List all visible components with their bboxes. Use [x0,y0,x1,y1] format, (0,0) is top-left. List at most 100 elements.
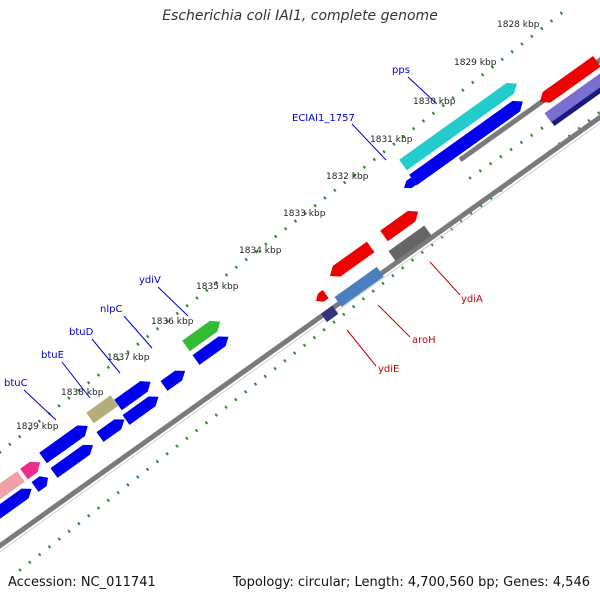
gene-arrow [182,320,221,352]
kbp-label: 1834 kbp [239,246,282,256]
gene-label-top: btuD [69,327,94,338]
tick-mark-lower [283,359,287,363]
tick-mark-upper [77,388,81,393]
tick-mark-lower [322,328,326,332]
gene-label-leader [429,261,461,296]
tick-mark-lower [224,405,228,410]
tick-mark-upper [362,165,367,169]
tick-mark-upper [37,419,42,424]
gene-label-leader [123,315,153,349]
tick-mark-lower [214,413,218,417]
gene-arrow [96,419,125,442]
gene-label-leader [61,361,91,399]
tick-mark-upper [205,288,209,293]
tick-mark-upper [234,265,239,270]
tick-mark-upper [146,334,150,339]
tick-mark-upper [116,357,120,362]
tick-mark-lower [86,513,91,518]
tick-mark-upper [195,296,199,300]
tick-mark-lower [106,498,111,503]
tick-marks [0,11,600,572]
gene-label-bottom: ydiE [378,364,399,375]
tick-mark-upper [421,119,426,123]
kbp-label: 1839 kbp [16,422,59,432]
tick-mark-upper [402,134,406,139]
tick-mark-upper [283,226,288,231]
tick-mark-upper [214,280,219,285]
tick-mark-upper [274,234,278,239]
gene-arrow [544,73,600,123]
tick-mark-upper [549,19,554,23]
gene-label-top: ECIAI1_1757 [292,113,355,124]
gene-arrow [122,396,159,425]
tick-mark-right [488,161,493,166]
gene-arrow [160,370,186,391]
gene-arrow [192,336,229,365]
tick-mark-lower [351,304,356,309]
genome-stats-text: Topology: circular; Length: 4,700,560 bp… [232,575,590,590]
tick-mark-lower [67,529,71,534]
gene-label-leader [377,304,411,338]
tick-mark-lower [145,467,150,472]
tick-mark-lower [400,266,405,270]
gene-label-leader [91,338,121,374]
tick-mark-right [529,133,534,138]
tick-mark-lower [37,552,42,557]
gene-arrow [0,471,25,500]
tick-mark-lower [302,343,307,348]
tick-mark-lower [587,118,591,123]
tick-mark-upper [57,404,61,408]
tick-mark-lower [18,568,22,572]
tick-mark-upper [530,34,534,39]
gene-arrow [321,305,339,323]
tick-mark-lower [597,111,600,115]
gene-label-top: btuE [41,350,64,361]
tick-mark-lower [155,459,160,464]
tick-mark-upper [126,350,130,354]
tick-mark-upper [293,219,298,223]
tick-mark-upper [303,211,308,216]
tick-mark-right [499,154,503,159]
tick-mark-lower [165,452,169,456]
gene-label-top: pps [392,65,410,76]
kbp-label: 1828 kbp [497,20,540,30]
tick-mark-upper [254,250,258,254]
tick-mark-lower [204,421,209,425]
tick-mark-lower [96,506,101,510]
accession-text: Accession: NC_011741 [8,575,156,590]
kbp-label: 1833 kbp [283,209,326,219]
tick-mark-lower [28,560,32,565]
tick-mark-lower [116,490,120,495]
gene-label-top: btuC [4,378,28,389]
tick-mark-upper [431,111,436,116]
gene-label-bottom: ydiA [461,294,483,305]
gene-arrow [330,241,375,277]
tick-mark-lower [126,482,130,487]
gene-arrow [540,55,600,103]
tick-mark-upper [8,442,12,447]
tick-mark-upper [382,149,386,154]
gene-label-leader [23,389,57,421]
gene-label-top: nlpC [100,304,122,315]
tick-mark-upper [27,427,32,431]
kbp-label: 1836 kbp [151,317,194,327]
tick-mark-lower [381,281,385,286]
tick-mark-upper [411,126,416,131]
tick-mark-upper [86,380,91,385]
tick-mark-upper [0,450,2,454]
tick-mark-lower [273,366,277,371]
tick-mark-upper [500,57,504,62]
tick-mark-upper [372,157,376,162]
tick-mark-upper [155,327,160,331]
gene-arrow [551,87,600,127]
tick-mark-lower [361,297,366,301]
tick-mark-lower [185,436,189,441]
gene-label-leader [157,286,189,317]
kbp-label: 1829 kbp [454,58,497,68]
tick-mark-upper [67,396,71,400]
gene-arrow [31,476,49,492]
gene-arrow [114,381,151,411]
gene-arrow [86,395,119,424]
gene-arrow [316,289,329,302]
kbp-label: 1837 kbp [107,353,150,363]
